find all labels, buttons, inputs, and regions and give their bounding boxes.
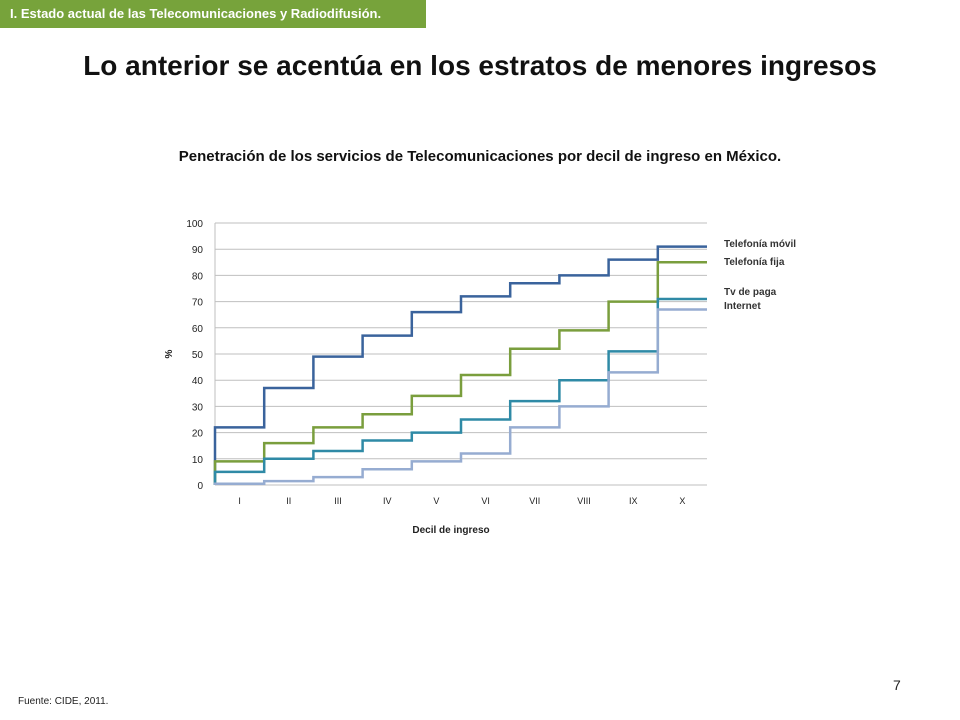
y-tick-label: 60 bbox=[192, 324, 204, 335]
y-tick-label: 40 bbox=[192, 376, 204, 387]
y-tick-label: 90 bbox=[192, 245, 204, 256]
legend-entry: Telefonía fija bbox=[724, 257, 785, 268]
y-tick-label: 0 bbox=[197, 481, 203, 492]
series-layer bbox=[213, 245, 707, 485]
page-number: 7 bbox=[893, 677, 901, 693]
y-tick-label: 30 bbox=[192, 402, 204, 413]
x-tick-label: II bbox=[286, 496, 291, 506]
y-tick-label: 50 bbox=[192, 350, 204, 361]
slide-title: Lo anterior se acentúa en los estratos d… bbox=[83, 50, 877, 81]
x-axis-title: Decil de ingreso bbox=[412, 525, 489, 536]
y-tick-label: 70 bbox=[192, 298, 204, 309]
x-tick-label: VIII bbox=[577, 496, 591, 506]
y-tick-label: 20 bbox=[192, 429, 204, 440]
grid-layer bbox=[214, 222, 707, 486]
chart-title: Penetración de los servicios de Telecomu… bbox=[178, 148, 782, 165]
series-line-4 bbox=[213, 308, 707, 485]
legend-layer: Telefonía móvil Telefonía fija Tv de paga I… bbox=[724, 239, 796, 312]
legend-entry: Tv de paga bbox=[724, 287, 777, 298]
x-tick-label: III bbox=[334, 496, 342, 506]
y-tick-label: 80 bbox=[192, 271, 204, 282]
x-tick-label: V bbox=[433, 496, 439, 506]
x-tick-label: IV bbox=[383, 496, 392, 506]
x-tick-label: VI bbox=[481, 496, 490, 506]
series-line-3 bbox=[213, 297, 707, 485]
y-tick-label: 100 bbox=[186, 219, 203, 230]
y-tick-label: 10 bbox=[192, 455, 204, 466]
series-line-2 bbox=[213, 261, 707, 485]
series-line-1 bbox=[213, 245, 707, 485]
y-axis-title: % bbox=[164, 349, 175, 358]
x-tick-label: IX bbox=[629, 496, 638, 506]
x-tick-label: I bbox=[238, 496, 241, 506]
legend-entry: Telefonía móvil bbox=[724, 239, 796, 250]
footer-source: Fuente: CIDE, 2011. bbox=[18, 696, 109, 707]
legend-entry: Internet bbox=[724, 301, 761, 312]
x-tick-label: X bbox=[679, 496, 685, 506]
x-tick-label: VII bbox=[529, 496, 540, 506]
section-tab: I. Estado actual de las Telecomunicacion… bbox=[0, 0, 426, 28]
